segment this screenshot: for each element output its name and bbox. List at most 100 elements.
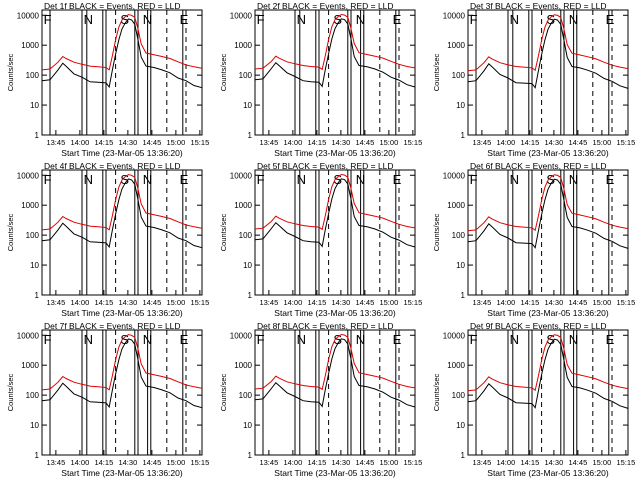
interval-marker: N — [143, 12, 152, 27]
interval-marker: F — [470, 332, 478, 347]
x-axis-label: Start Time (23-Mar-05 13:36:20) — [487, 308, 609, 318]
x-tick-label: 14:15 — [307, 458, 326, 467]
interval-marker: S — [120, 332, 129, 347]
events-series-line — [254, 18, 416, 88]
y-tick-label: 1000 — [234, 201, 252, 210]
y-tick-label: 1000 — [234, 361, 252, 370]
interval-marker: F — [257, 12, 265, 27]
y-tick-label: 10 — [456, 261, 465, 270]
y-axis-label: Counts/sec — [219, 53, 228, 91]
x-tick-label: 13:45 — [259, 298, 278, 307]
y-tick-label: 100 — [26, 231, 40, 240]
plot-frame — [467, 9, 629, 136]
lld-series-line — [41, 334, 203, 391]
x-axis-label: Start Time (23-Mar-05 13:36:20) — [61, 148, 183, 158]
y-tick-label: 1 — [248, 131, 253, 140]
interval-marker: N — [569, 332, 578, 347]
plot-frame — [41, 329, 203, 456]
events-series-line — [41, 338, 203, 409]
x-tick-label: 13:45 — [472, 298, 491, 307]
y-axis-label: Counts/sec — [219, 213, 228, 251]
x-axis-label: Start Time (23-Mar-05 13:36:20) — [274, 308, 396, 318]
interval-marker: N — [84, 12, 93, 27]
interval-marker: E — [606, 172, 615, 187]
x-tick-label: 13:45 — [46, 138, 65, 147]
panel-title: Det 9f BLACK = Events, RED = LLD — [470, 321, 607, 331]
x-tick-label: 14:45 — [355, 138, 374, 147]
interval-marker: S — [120, 12, 129, 27]
x-tick-label: 14:15 — [307, 138, 326, 147]
x-tick-label: 14:30 — [331, 138, 350, 147]
y-axis-label: Counts/sec — [432, 213, 441, 251]
lld-series-line — [254, 173, 416, 231]
x-tick-label: 14:00 — [496, 458, 515, 467]
x-tick-label: 14:00 — [283, 298, 302, 307]
interval-marker: N — [510, 12, 519, 27]
y-tick-label: 1 — [461, 451, 466, 460]
x-tick-label: 15:15 — [403, 298, 422, 307]
y-tick-label: 10 — [30, 421, 39, 430]
events-series-line — [41, 178, 203, 249]
events-series-line — [467, 18, 629, 89]
x-tick-label: 14:30 — [544, 298, 563, 307]
lld-series-line — [254, 13, 416, 71]
y-tick-label: 1000 — [21, 361, 39, 370]
interval-marker: F — [257, 172, 265, 187]
x-tick-label: 14:30 — [118, 458, 137, 467]
x-tick-label: 14:00 — [70, 458, 89, 467]
x-tick-label: 15:00 — [592, 298, 611, 307]
x-axis-label: Start Time (23-Mar-05 13:36:20) — [487, 468, 609, 478]
x-tick-label: 13:45 — [472, 458, 491, 467]
y-tick-label: 1 — [248, 291, 253, 300]
y-tick-label: 10000 — [230, 331, 253, 340]
x-tick-label: 15:15 — [616, 458, 635, 467]
interval-marker: E — [180, 12, 189, 27]
x-tick-label: 15:15 — [616, 138, 635, 147]
x-tick-label: 15:00 — [166, 458, 185, 467]
plot-frame — [467, 169, 629, 296]
x-axis-label: Start Time (23-Mar-05 13:36:20) — [61, 468, 183, 478]
x-tick-label: 14:00 — [70, 298, 89, 307]
interval-marker: E — [393, 12, 402, 27]
x-tick-label: 13:45 — [46, 298, 65, 307]
events-series-line — [254, 338, 416, 408]
interval-marker: E — [393, 332, 402, 347]
x-tick-label: 14:30 — [544, 138, 563, 147]
x-tick-label: 14:30 — [331, 458, 350, 467]
interval-marker: N — [84, 172, 93, 187]
interval-marker: S — [120, 172, 129, 187]
x-tick-label: 14:45 — [355, 298, 374, 307]
interval-marker: F — [257, 332, 265, 347]
plot-frame — [41, 169, 203, 296]
y-tick-label: 1 — [35, 291, 40, 300]
lld-series-line — [41, 14, 203, 71]
x-axis-label: Start Time (23-Mar-05 13:36:20) — [274, 148, 396, 158]
panel-title: Det 1f BLACK = Events, RED = LLD — [44, 1, 181, 11]
x-tick-label: 14:15 — [520, 138, 539, 147]
x-tick-label: 13:45 — [472, 138, 491, 147]
y-axis-label: Counts/sec — [6, 373, 15, 411]
x-tick-label: 13:45 — [259, 458, 278, 467]
interval-marker: F — [44, 332, 52, 347]
x-tick-label: 15:15 — [190, 298, 209, 307]
events-series-line — [254, 178, 416, 248]
y-tick-label: 1 — [248, 451, 253, 460]
y-tick-label: 1000 — [21, 41, 39, 50]
x-tick-label: 14:45 — [568, 458, 587, 467]
interval-marker: E — [180, 332, 189, 347]
lld-series-line — [467, 334, 629, 392]
y-tick-label: 10 — [456, 421, 465, 430]
y-tick-label: 100 — [239, 391, 253, 400]
x-axis-label: Start Time (23-Mar-05 13:36:20) — [274, 468, 396, 478]
x-tick-label: 14:45 — [355, 458, 374, 467]
y-axis-label: Counts/sec — [6, 213, 15, 251]
y-tick-label: 10000 — [443, 331, 466, 340]
x-tick-label: 13:45 — [46, 458, 65, 467]
plot-frame — [254, 329, 416, 456]
lld-series-line — [41, 174, 203, 231]
events-series-line — [41, 18, 203, 89]
x-tick-label: 14:45 — [568, 138, 587, 147]
